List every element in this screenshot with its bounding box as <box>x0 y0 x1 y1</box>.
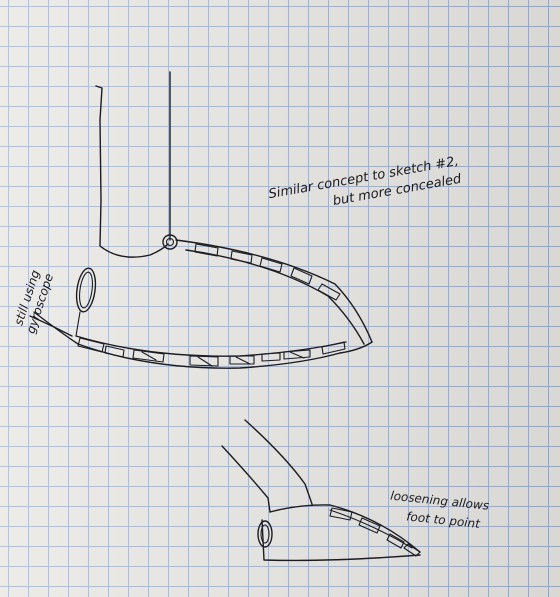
heel-line <box>29 315 73 337</box>
boot-ankle-curve <box>99 243 169 258</box>
boot-shaft-back-line <box>95 85 103 247</box>
pointed-gyroscope-oval <box>257 520 273 548</box>
upper-strap-segments <box>194 243 341 301</box>
point-note: loosening allows foot to point <box>390 489 490 532</box>
top-boot-sketch <box>29 71 373 369</box>
toe-tip-line <box>339 341 373 354</box>
sole-outer-line <box>33 311 341 369</box>
pointed-foot-bottom <box>261 519 421 562</box>
pointed-foot-inner <box>329 509 413 549</box>
point-note-line2: foot to point <box>406 509 482 531</box>
pointed-leg-line-1 <box>221 445 271 513</box>
pointed-leg-line-2 <box>244 419 313 505</box>
gyroscope-oval <box>75 267 97 313</box>
pivot-joint <box>162 234 178 250</box>
upper-strap-inner-line <box>185 249 365 345</box>
point-note-line1: loosening allows <box>390 489 490 513</box>
sole-inner-line <box>75 335 347 357</box>
upper-strap-line <box>175 239 373 343</box>
pointed-strap-segments <box>329 507 421 557</box>
pointed-foot-top <box>269 504 421 553</box>
concept-note: Similar concept to sketch #2, but more c… <box>268 154 464 209</box>
bottom-boot-sketch <box>221 419 421 562</box>
gyroscope-stem <box>75 311 81 337</box>
lower-strap-segments <box>77 337 346 367</box>
